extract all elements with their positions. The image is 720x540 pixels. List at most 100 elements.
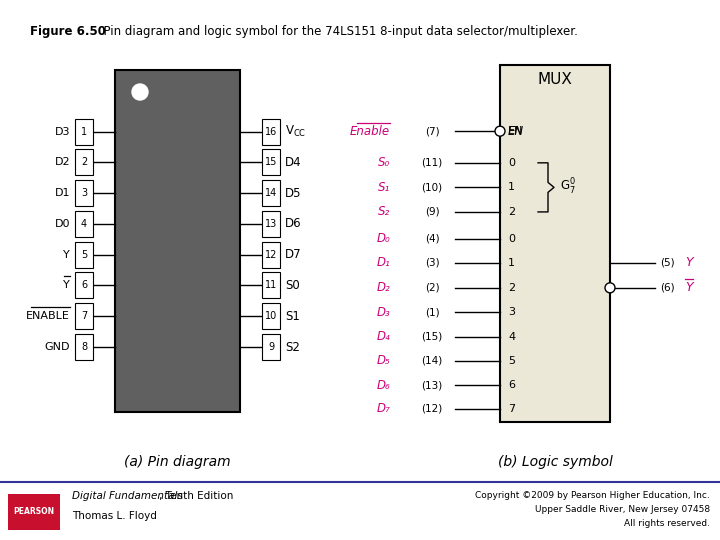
Text: Copyright ©2009 by Pearson Higher Education, Inc.: Copyright ©2009 by Pearson Higher Educat… — [475, 491, 710, 501]
Text: (9): (9) — [425, 207, 439, 217]
Text: D3: D3 — [55, 126, 70, 137]
Bar — [75, 303, 93, 329]
Text: D0: D0 — [55, 219, 70, 229]
Text: D₀: D₀ — [377, 232, 390, 245]
Text: 1: 1 — [508, 258, 515, 268]
Text: S1: S1 — [285, 310, 300, 323]
Bar — [262, 211, 280, 237]
Text: D₂: D₂ — [377, 281, 390, 294]
Text: 1: 1 — [508, 182, 515, 192]
Text: 16: 16 — [265, 126, 277, 137]
Text: 0: 0 — [508, 234, 515, 244]
Text: EN: EN — [508, 126, 523, 136]
Text: 1: 1 — [81, 126, 87, 137]
Bar — [75, 180, 93, 206]
Text: D5: D5 — [285, 187, 302, 200]
Text: 12: 12 — [265, 249, 277, 260]
Text: (15): (15) — [421, 332, 443, 342]
Text: 8: 8 — [81, 342, 87, 352]
Text: (5): (5) — [660, 258, 675, 268]
Text: Thomas L. Floyd: Thomas L. Floyd — [72, 511, 157, 521]
Text: Y: Y — [63, 249, 70, 260]
Bar — [115, 70, 240, 412]
Text: D₇: D₇ — [377, 402, 390, 415]
Text: 10: 10 — [265, 311, 277, 321]
Text: D₄: D₄ — [377, 330, 390, 343]
Bar — [262, 334, 280, 360]
Bar — [75, 211, 93, 237]
Text: D2: D2 — [55, 157, 70, 167]
Bar — [262, 150, 280, 176]
Text: Y: Y — [63, 280, 70, 291]
Text: D₆: D₆ — [377, 379, 390, 392]
Text: 7: 7 — [508, 404, 515, 414]
Text: (7): (7) — [425, 126, 439, 136]
Text: Enable: Enable — [350, 125, 390, 138]
Text: (14): (14) — [421, 356, 443, 366]
Text: 15: 15 — [265, 157, 277, 167]
Text: PEARSON: PEARSON — [14, 508, 55, 516]
Bar — [500, 65, 610, 422]
Circle shape — [495, 126, 505, 136]
Bar — [8, 494, 60, 530]
Text: V$_{\mathregular{CC}}$: V$_{\mathregular{CC}}$ — [285, 124, 306, 139]
Text: 6: 6 — [508, 380, 515, 390]
Text: 2: 2 — [508, 207, 515, 217]
Text: (a) Pin diagram: (a) Pin diagram — [124, 455, 231, 469]
Text: D7: D7 — [285, 248, 302, 261]
Bar — [262, 242, 280, 268]
Text: D₁: D₁ — [377, 256, 390, 269]
Text: (2): (2) — [425, 283, 439, 293]
Text: D4: D4 — [285, 156, 302, 169]
Text: 4: 4 — [81, 219, 87, 229]
Text: 14: 14 — [265, 188, 277, 198]
Text: ENABLE: ENABLE — [26, 311, 70, 321]
Text: 5: 5 — [81, 249, 87, 260]
Bar — [75, 150, 93, 176]
Bar — [75, 334, 93, 360]
Bar — [262, 180, 280, 206]
Text: S2: S2 — [285, 341, 300, 354]
Text: 4: 4 — [508, 332, 515, 342]
Text: 3: 3 — [508, 307, 515, 317]
Bar — [75, 242, 93, 268]
Text: 6: 6 — [81, 280, 87, 291]
Text: Digital Fundamentals: Digital Fundamentals — [72, 491, 183, 501]
Text: (3): (3) — [425, 258, 439, 268]
Text: 2: 2 — [508, 283, 515, 293]
Circle shape — [605, 283, 615, 293]
Text: S₁: S₁ — [378, 180, 390, 193]
Text: S₀: S₀ — [378, 157, 390, 170]
Text: D1: D1 — [55, 188, 70, 198]
Text: D₅: D₅ — [377, 354, 390, 367]
Text: 13: 13 — [265, 219, 277, 229]
Text: (b) Logic symbol: (b) Logic symbol — [498, 455, 613, 469]
Text: Pin diagram and logic symbol for the 74LS151 8-input data selector/multiplexer.: Pin diagram and logic symbol for the 74L… — [96, 25, 578, 38]
Text: (13): (13) — [421, 380, 443, 390]
Text: 3: 3 — [81, 188, 87, 198]
Text: 2: 2 — [81, 157, 87, 167]
Text: G$^0_7$: G$^0_7$ — [560, 177, 576, 198]
Text: Y: Y — [685, 281, 693, 294]
Text: MUX: MUX — [538, 71, 572, 86]
Text: (10): (10) — [421, 182, 443, 192]
Text: GND: GND — [45, 342, 70, 352]
Text: Figure 6.50: Figure 6.50 — [30, 25, 106, 38]
Text: (6): (6) — [660, 283, 675, 293]
Bar — [262, 119, 280, 145]
Text: D6: D6 — [285, 218, 302, 231]
Text: 7: 7 — [81, 311, 87, 321]
Text: (12): (12) — [421, 404, 443, 414]
Bar — [262, 273, 280, 299]
Text: All rights reserved.: All rights reserved. — [624, 519, 710, 529]
Text: Upper Saddle River, New Jersey 07458: Upper Saddle River, New Jersey 07458 — [535, 505, 710, 515]
Text: 11: 11 — [265, 280, 277, 291]
Bar — [75, 273, 93, 299]
Bar — [0, 482, 720, 540]
Text: (4): (4) — [425, 234, 439, 244]
Text: 0: 0 — [508, 158, 515, 168]
Text: Y: Y — [685, 256, 693, 269]
Text: S₂: S₂ — [378, 205, 390, 218]
Text: (1): (1) — [425, 307, 439, 317]
Bar — [262, 303, 280, 329]
